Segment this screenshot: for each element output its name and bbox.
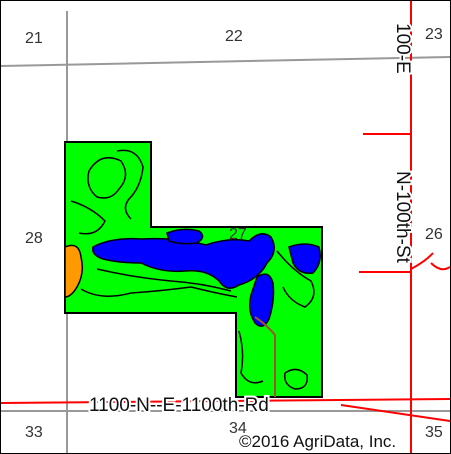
soil-zone-orange[interactable] bbox=[64, 244, 84, 298]
road-label-100-e: 100-E bbox=[392, 23, 413, 74]
road-labels: 100-E N-100th-St 1100-N--E-1100th-Rd bbox=[87, 21, 415, 418]
field[interactable] bbox=[64, 141, 323, 398]
section-label-26: 26 bbox=[425, 226, 443, 243]
section-label-21: 21 bbox=[25, 30, 43, 47]
section-label-22: 22 bbox=[225, 28, 243, 45]
soil-contours bbox=[70, 149, 315, 390]
contour-line bbox=[116, 149, 144, 220]
road-label-n-100th-st: N-100th-St bbox=[392, 171, 413, 264]
section-label-35: 35 bbox=[425, 424, 443, 441]
contour-line bbox=[70, 200, 106, 235]
contour-line bbox=[80, 286, 238, 298]
soil-zone-blue-north[interactable] bbox=[166, 228, 204, 245]
section-labels: 21 22 23 28 27 26 33 34 35 bbox=[25, 26, 443, 441]
section-label-23: 23 bbox=[425, 26, 443, 43]
contour-line bbox=[276, 250, 315, 308]
contour-line bbox=[238, 330, 264, 384]
section-label-28: 28 bbox=[25, 230, 43, 247]
road-east-west bbox=[1, 398, 450, 404]
soil-zone-blue-south[interactable] bbox=[248, 273, 275, 327]
stream-line bbox=[254, 316, 276, 397]
contour-line bbox=[96, 268, 232, 292]
section-label-34: 34 bbox=[229, 420, 247, 437]
contour-line bbox=[283, 368, 308, 390]
section-label-27: 27 bbox=[229, 226, 247, 243]
copyright-text: ©2016 AgriData, Inc. bbox=[239, 432, 396, 451]
contour-line bbox=[87, 156, 127, 199]
section-line-north bbox=[1, 56, 450, 67]
section-label-33: 33 bbox=[25, 424, 43, 441]
road-spur-east bbox=[410, 252, 450, 271]
road-spur-southeast bbox=[340, 404, 450, 422]
soil-zone-blue-east[interactable] bbox=[288, 243, 321, 275]
road-label-1100-n: 1100-N--E-1100th-Rd bbox=[89, 395, 269, 416]
